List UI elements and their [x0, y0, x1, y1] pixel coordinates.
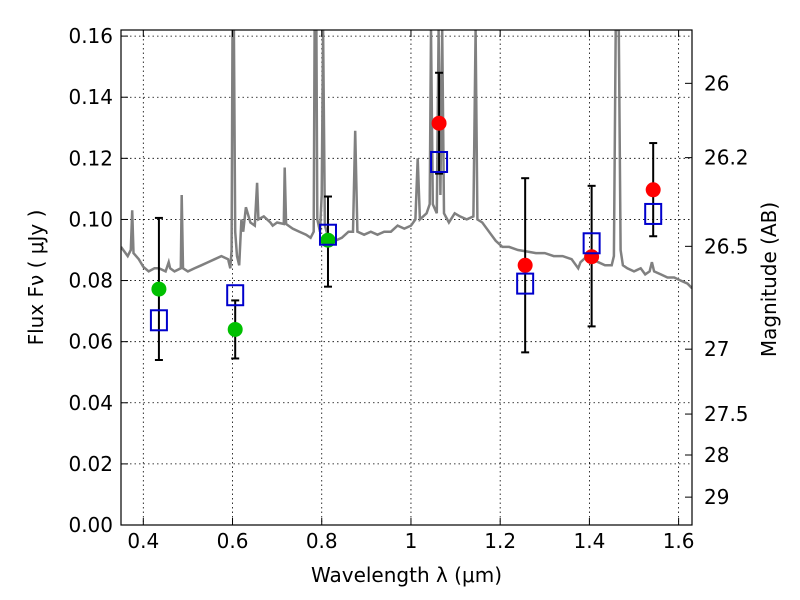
- mag-tick-label: 26.5: [704, 234, 749, 258]
- axis-ticks: 0.4 0.6 0.8 1 1.2 1.4 1.6 0.00 0.02 0.04 0.06 0.08 0…: [68, 24, 748, 553]
- y-tick-label: 0.04: [68, 391, 113, 415]
- open-square-marker: [516, 272, 535, 295]
- mag-tick-label: 27.5: [704, 402, 749, 426]
- filled-circle-marker: [431, 115, 447, 131]
- x-axis-label: Wavelength λ (μm): [311, 563, 502, 587]
- x-tick-label: 1.4: [573, 529, 605, 553]
- grid-lines: [121, 30, 692, 526]
- data-markers: [149, 115, 663, 337]
- filled-circle-marker: [517, 257, 533, 273]
- open-square-marker: [430, 151, 449, 173]
- plot-frame: [120, 29, 693, 526]
- x-tick-label: 0.4: [127, 529, 159, 553]
- open-square-marker: [318, 223, 337, 246]
- x-tick-label: 1: [405, 529, 418, 553]
- filled-circle-marker: [645, 182, 661, 198]
- mag-tick-label: 27: [704, 337, 729, 361]
- x-tick-label: 0.6: [217, 529, 249, 553]
- y-axis-label: Flux Fν ( μJy ): [24, 210, 48, 346]
- x-tick-label: 0.8: [306, 529, 338, 553]
- filled-circle-marker: [151, 281, 167, 297]
- y-tick-label: 0.08: [68, 269, 113, 293]
- open-square-marker: [644, 202, 663, 225]
- y-tick-label: 0.16: [68, 24, 113, 48]
- filled-circle-marker: [584, 249, 600, 265]
- y2-axis-label: Magnitude (AB): [757, 202, 781, 357]
- y-tick-label: 0.02: [68, 452, 113, 476]
- open-square-marker: [582, 232, 601, 255]
- mag-tick-label: 29: [704, 485, 729, 509]
- mag-tick-label: 26.2: [704, 146, 749, 170]
- open-square-marker: [149, 309, 168, 332]
- filled-circle-marker: [227, 321, 243, 337]
- x-tick-label: 1.2: [484, 529, 516, 553]
- x-tick-label: 1.6: [663, 529, 695, 553]
- y-tick-label: 0.06: [68, 330, 113, 354]
- y-tick-label: 0.10: [68, 207, 113, 231]
- y-tick-label: 0.12: [68, 146, 113, 170]
- y-tick-label: 0.00: [68, 513, 113, 537]
- mag-tick-label: 28: [704, 443, 729, 467]
- mag-tick-label: 26: [704, 71, 729, 95]
- open-square-marker: [226, 284, 245, 307]
- y-tick-label: 0.14: [68, 85, 113, 109]
